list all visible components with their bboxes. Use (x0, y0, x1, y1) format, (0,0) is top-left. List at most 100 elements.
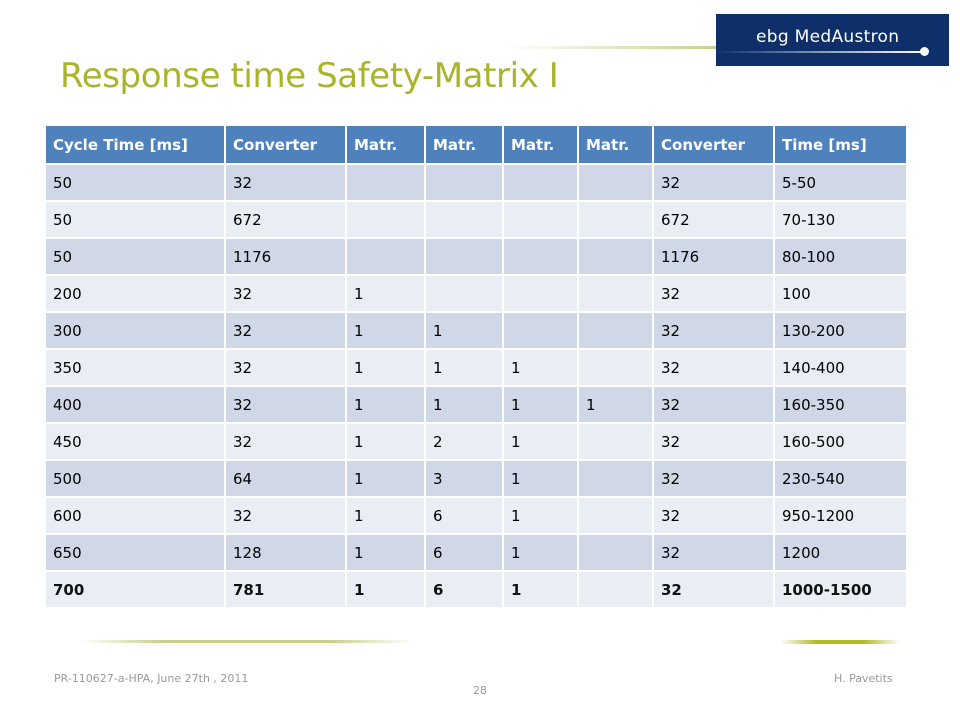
cell-matr-4 (577, 311, 654, 350)
cell-converter-out: 1176 (652, 237, 775, 276)
cell-converter-in: 32 (224, 163, 347, 202)
logo-text: ebg MedAustron (756, 27, 900, 47)
cell-cycle-time: 350 (44, 348, 226, 387)
cell-matr-1: 1 (345, 311, 426, 350)
cell-converter-out: 32 (652, 422, 775, 461)
cell-converter-out: 32 (652, 163, 775, 202)
cell-converter-out: 32 (652, 385, 775, 424)
cell-converter-in: 128 (224, 533, 347, 572)
slide-title: Response time Safety-Matrix I (60, 56, 559, 96)
cell-matr-1: 1 (345, 348, 426, 387)
table-row: 200 32 1 32 100 (44, 274, 908, 313)
table-row: 50 672 672 70-130 (44, 200, 908, 239)
cell-matr-4: 1 (577, 385, 654, 424)
cell-matr-4 (577, 570, 654, 609)
cell-matr-3: 1 (502, 570, 579, 609)
cell-cycle-time: 450 (44, 422, 226, 461)
logo-underline (716, 51, 924, 53)
cell-cycle-time: 50 (44, 237, 226, 276)
header-time: Time [ms] (773, 124, 908, 165)
cell-matr-3 (502, 237, 579, 276)
cell-matr-2 (424, 163, 504, 202)
cell-converter-in: 32 (224, 274, 347, 313)
cell-matr-3: 1 (502, 348, 579, 387)
cell-converter-out: 32 (652, 496, 775, 535)
cell-matr-3 (502, 163, 579, 202)
table-row: 350 32 1 1 1 32 140-400 (44, 348, 908, 387)
header-matr-1: Matr. (345, 124, 426, 165)
cell-matr-4 (577, 348, 654, 387)
cell-cycle-time: 650 (44, 533, 226, 572)
cell-time: 230-540 (773, 459, 908, 498)
cell-converter-out: 32 (652, 533, 775, 572)
cell-matr-4 (577, 533, 654, 572)
header-converter-in: Converter (224, 124, 347, 165)
cell-time: 5-50 (773, 163, 908, 202)
cell-converter-in: 64 (224, 459, 347, 498)
cell-matr-1: 1 (345, 570, 426, 609)
cell-matr-1: 1 (345, 496, 426, 535)
cell-converter-out: 32 (652, 570, 775, 609)
cell-matr-2: 6 (424, 533, 504, 572)
cell-matr-4 (577, 200, 654, 239)
header-matr-4: Matr. (577, 124, 654, 165)
table-row: 500 64 1 3 1 32 230-540 (44, 459, 908, 498)
cell-matr-2 (424, 200, 504, 239)
table-row: 400 32 1 1 1 1 32 160-350 (44, 385, 908, 424)
cell-converter-out: 32 (652, 274, 775, 313)
header-matr-2: Matr. (424, 124, 504, 165)
cell-cycle-time: 50 (44, 200, 226, 239)
cell-converter-in: 32 (224, 348, 347, 387)
cell-matr-4 (577, 163, 654, 202)
cell-converter-in: 672 (224, 200, 347, 239)
cell-matr-1 (345, 200, 426, 239)
table-row: 650 128 1 6 1 32 1200 (44, 533, 908, 572)
cell-converter-in: 1176 (224, 237, 347, 276)
cell-matr-4 (577, 237, 654, 276)
cell-matr-1: 1 (345, 533, 426, 572)
cell-cycle-time: 500 (44, 459, 226, 498)
cell-time: 80-100 (773, 237, 908, 276)
logo: ebg MedAustron (716, 14, 949, 66)
header-cycle-time: Cycle Time [ms] (44, 124, 226, 165)
cell-matr-3: 1 (502, 385, 579, 424)
cell-matr-3 (502, 311, 579, 350)
cell-time: 160-500 (773, 422, 908, 461)
cell-matr-1: 1 (345, 422, 426, 461)
cell-converter-in: 781 (224, 570, 347, 609)
cell-time: 70-130 (773, 200, 908, 239)
cell-matr-3 (502, 200, 579, 239)
footer-decor-line-right (780, 640, 900, 644)
table-row: 50 1176 1176 80-100 (44, 237, 908, 276)
cell-matr-4 (577, 496, 654, 535)
cell-matr-2 (424, 274, 504, 313)
cell-time: 160-350 (773, 385, 908, 424)
cell-matr-1: 1 (345, 385, 426, 424)
footer-reference: PR-110627-a-HPA, June 27th , 2011 (54, 672, 249, 685)
cell-matr-2: 1 (424, 385, 504, 424)
header-decor-line (505, 46, 720, 49)
cell-cycle-time: 300 (44, 311, 226, 350)
cell-matr-3: 1 (502, 533, 579, 572)
footer-author: H. Pavetits (834, 672, 893, 685)
cell-cycle-time: 400 (44, 385, 226, 424)
cell-matr-2: 3 (424, 459, 504, 498)
cell-time: 1000-1500 (773, 570, 908, 609)
cell-matr-1 (345, 163, 426, 202)
table-row: 700 781 1 6 1 32 1000-1500 (44, 570, 908, 609)
cell-cycle-time: 50 (44, 163, 226, 202)
table-row: 300 32 1 1 32 130-200 (44, 311, 908, 350)
cell-cycle-time: 200 (44, 274, 226, 313)
cell-matr-3 (502, 274, 579, 313)
cell-matr-2: 1 (424, 311, 504, 350)
logo-dot (920, 47, 929, 56)
header-converter-out: Converter (652, 124, 775, 165)
cell-matr-3: 1 (502, 459, 579, 498)
cell-time: 950-1200 (773, 496, 908, 535)
cell-matr-4 (577, 274, 654, 313)
cell-time: 100 (773, 274, 908, 313)
cell-time: 140-400 (773, 348, 908, 387)
cell-converter-in: 32 (224, 385, 347, 424)
cell-matr-3: 1 (502, 496, 579, 535)
response-time-table: Cycle Time [ms] Converter Matr. Matr. Ma… (44, 124, 908, 609)
